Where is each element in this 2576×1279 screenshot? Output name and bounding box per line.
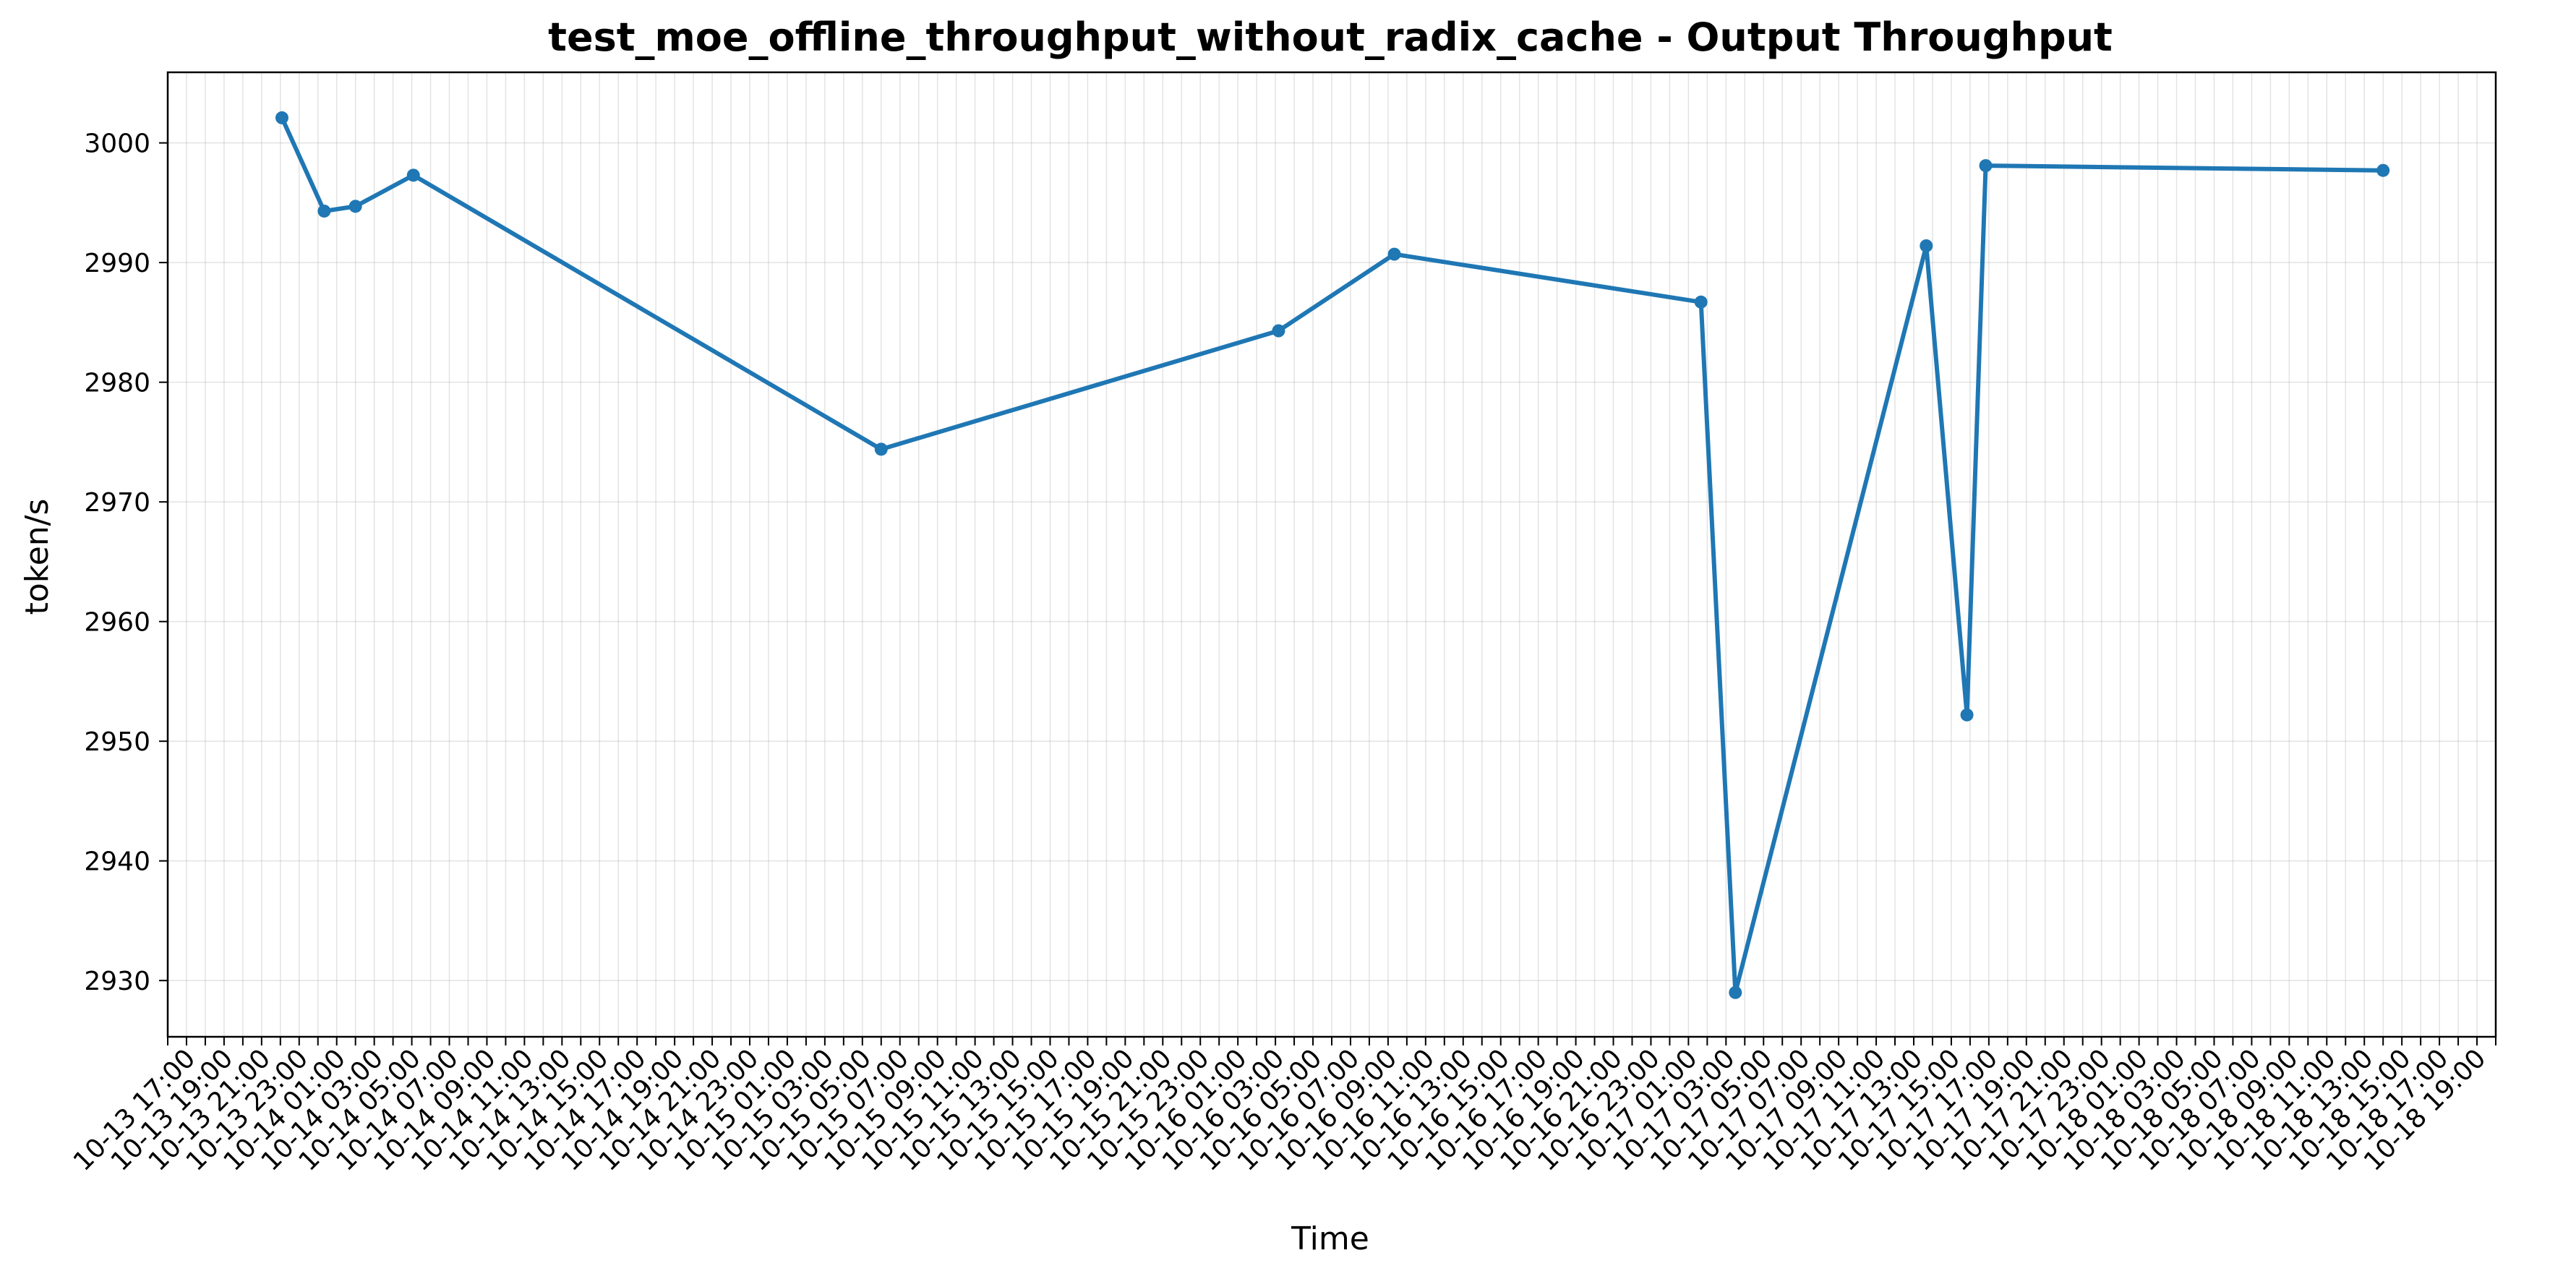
data-point bbox=[874, 442, 888, 456]
y-axis-ticks: 2930 2940 2950 2960 2970 2980 2990 3000 bbox=[84, 129, 168, 996]
data-point bbox=[1272, 324, 1285, 338]
x-axis-label: Time bbox=[1291, 1220, 1369, 1257]
data-point bbox=[1960, 708, 1974, 722]
data-point bbox=[406, 168, 420, 182]
data-point bbox=[275, 111, 288, 124]
y-tick-label: 2960 bbox=[84, 608, 150, 638]
data-point bbox=[1729, 985, 1742, 999]
y-tick-label: 3000 bbox=[84, 129, 150, 159]
data-point bbox=[2376, 163, 2390, 177]
y-tick-label: 2930 bbox=[84, 967, 150, 996]
data-point bbox=[348, 200, 362, 213]
chart-title: test_moe_offline_throughput_without_radi… bbox=[548, 14, 2113, 60]
y-tick-label: 2950 bbox=[84, 727, 150, 757]
y-tick-label: 2980 bbox=[84, 369, 150, 398]
y-axis-label: token/s bbox=[19, 499, 56, 615]
data-point bbox=[1920, 239, 1933, 252]
data-point bbox=[317, 204, 331, 218]
y-tick-label: 2970 bbox=[84, 488, 150, 518]
series-layer bbox=[275, 111, 2390, 999]
grid-lines bbox=[167, 72, 2496, 1037]
y-tick-label: 2990 bbox=[84, 249, 150, 278]
y-tick-label: 2940 bbox=[84, 847, 150, 877]
plot-frame bbox=[166, 71, 2497, 1038]
data-point bbox=[1387, 247, 1401, 261]
data-point bbox=[1979, 159, 1993, 173]
data-point bbox=[1694, 295, 1708, 309]
